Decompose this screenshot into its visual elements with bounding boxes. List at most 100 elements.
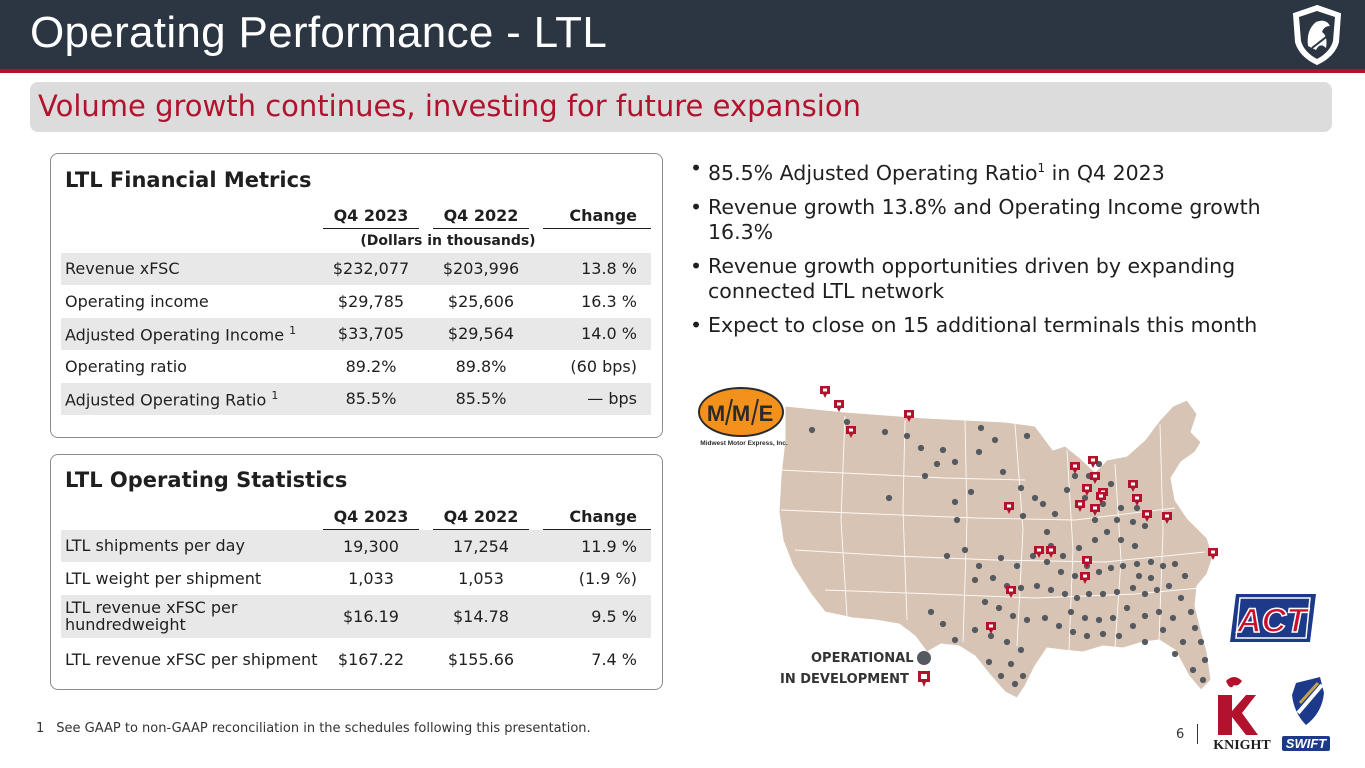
operational-terminal-dot	[1187, 608, 1195, 616]
cell-q4-2022: 17,254	[433, 529, 529, 562]
development-terminal-pin	[1082, 556, 1092, 568]
operational-terminal-dot	[1091, 516, 1099, 524]
table-row: Revenue xFSC $232,077 $203,996 13.8 %	[61, 252, 651, 285]
operational-terminal-dot	[1013, 562, 1021, 570]
act-logo-text: ACT	[1236, 602, 1310, 640]
operational-terminal-dot	[1095, 568, 1103, 576]
bullet-icon: •	[690, 253, 703, 278]
bullet-text: 85.5% Adjusted Operating Ratio	[708, 160, 1038, 185]
operational-terminal-dot	[1073, 594, 1081, 602]
table-row: LTL revenue xFSC per hundredweight $16.1…	[61, 594, 651, 638]
operational-terminal-dot	[1113, 516, 1121, 524]
operational-terminal-dot	[1003, 638, 1011, 646]
column-header: Q4 2022	[433, 507, 529, 530]
operational-terminal-dot	[1107, 480, 1115, 488]
cell-q4-2023: $16.19	[323, 594, 419, 638]
row-label: Adjusted Operating Income	[65, 324, 285, 344]
development-terminal-pin	[1070, 462, 1080, 474]
operational-terminal-dot	[1133, 560, 1141, 568]
operational-terminal-dot	[1109, 614, 1117, 622]
row-label-with-footnote: Adjusted Operating Income 1	[61, 317, 323, 350]
operational-terminal-dot	[1099, 590, 1107, 598]
table-row: LTL weight per shipment 1,033 1,053 (1.9…	[61, 562, 651, 595]
operational-terminal-dot	[953, 516, 961, 524]
mme-letter: E	[759, 401, 774, 426]
operational-terminal-dot	[1017, 484, 1025, 492]
row-label: LTL shipments per day	[61, 529, 323, 562]
table-row: Operating ratio 89.2% 89.8% (60 bps)	[61, 350, 651, 383]
operational-terminal-dot	[1189, 666, 1197, 674]
cell-change: 9.5 %	[543, 594, 651, 638]
operational-terminal-dot	[1061, 590, 1069, 598]
legend-operational-label: OPERATIONAL	[811, 651, 914, 666]
operational-terminal-dot	[1043, 558, 1051, 566]
operational-terminals	[808, 418, 1209, 688]
units-row: (Dollars in thousands)	[61, 229, 651, 253]
cell-change: (60 bps)	[570, 356, 637, 376]
development-terminals	[820, 386, 1218, 634]
footnote-number: 1	[36, 721, 45, 736]
operational-terminal-dot	[1059, 552, 1067, 560]
operational-terminal-dot	[1007, 660, 1015, 668]
row-label: LTL revenue xFSC per hundredweight	[61, 594, 323, 638]
cell-q4-2022: 89.8%	[455, 356, 507, 376]
operational-terminal-dot	[1171, 560, 1179, 568]
cell-q4-2023: 1,033	[348, 568, 394, 588]
mme-caption: Midwest Motor Express, Inc.	[700, 440, 788, 447]
bullet-text: Revenue growth opportunities driven by e…	[708, 253, 1236, 303]
operating-statistics-table: Q4 2023 Q4 2022 Change LTL shipments per…	[61, 507, 651, 682]
operational-terminal-dot	[1169, 614, 1177, 622]
operating-statistics-title: LTL Operating Statistics	[65, 468, 348, 492]
knight-helmet-logo	[1292, 4, 1342, 66]
bullet-item: • Revenue growth opportunities driven by …	[690, 254, 1310, 304]
operational-terminal-dot	[975, 562, 983, 570]
footnote: 1 See GAAP to non-GAAP reconciliation in …	[36, 721, 591, 736]
operational-terminal-dot	[1191, 624, 1199, 632]
cell-q4-2022: $155.66	[447, 650, 515, 669]
operational-terminal-dot	[951, 498, 959, 506]
operational-terminal-dot	[1177, 594, 1185, 602]
table-row: LTL revenue xFSC per shipment $167.22 $1…	[61, 638, 651, 682]
subtitle: Volume growth continues, investing for f…	[38, 89, 861, 123]
operational-terminal-dot	[971, 576, 979, 584]
operational-terminal-dot	[1051, 510, 1059, 518]
cell-q4-2022: 1,053	[458, 568, 504, 588]
operational-terminal-dot	[1041, 614, 1049, 622]
operational-terminal-dot	[971, 626, 979, 634]
development-terminal-pin	[820, 386, 830, 398]
cell-change: 7.4 %	[591, 650, 637, 669]
us-land-shape	[778, 399, 1214, 699]
development-terminal-pin	[846, 426, 856, 438]
operational-terminal-dot	[1155, 608, 1163, 616]
development-terminal-pin	[1088, 456, 1098, 468]
development-terminal-pin	[1004, 502, 1014, 514]
operational-terminal-dot	[939, 446, 947, 454]
column-header: Q4 2022	[433, 206, 529, 229]
financial-metrics-title: LTL Financial Metrics	[65, 168, 312, 192]
footnote-marker: 1	[271, 388, 279, 402]
operational-terminal-dot	[1031, 494, 1039, 502]
operational-terminal-dot	[1039, 500, 1047, 508]
row-label: Operating ratio	[65, 356, 187, 376]
operational-terminal-dot	[1029, 552, 1037, 560]
operational-terminal-dot	[1129, 584, 1137, 592]
table-row: Operating income $29,785 $25,606 16.3 %	[61, 285, 651, 318]
cell-q4-2023: 85.5%	[323, 382, 419, 415]
operational-terminal-dot	[1067, 608, 1075, 616]
operational-terminal-dot	[1011, 680, 1019, 688]
cell-q4-2022: $29,564	[433, 317, 529, 350]
mme-letter: M	[707, 401, 725, 426]
operational-terminal-dot	[1129, 622, 1137, 630]
operational-terminal-dot	[1099, 630, 1107, 638]
operational-terminal-dot	[1009, 612, 1017, 620]
development-terminal-pin	[1132, 494, 1142, 506]
operational-terminal-dot	[1119, 562, 1127, 570]
footnote-marker: 1	[1037, 161, 1046, 175]
operational-terminal-dot	[1131, 542, 1139, 550]
footnote-marker: 1	[289, 323, 297, 337]
operational-terminal-dot	[989, 574, 997, 582]
bullet-text: Revenue growth 13.8% and Operating Incom…	[708, 194, 1261, 244]
operational-terminal-dot	[977, 424, 985, 432]
operational-terminal-dot	[943, 552, 951, 560]
operational-terminal-dot	[1023, 432, 1031, 440]
